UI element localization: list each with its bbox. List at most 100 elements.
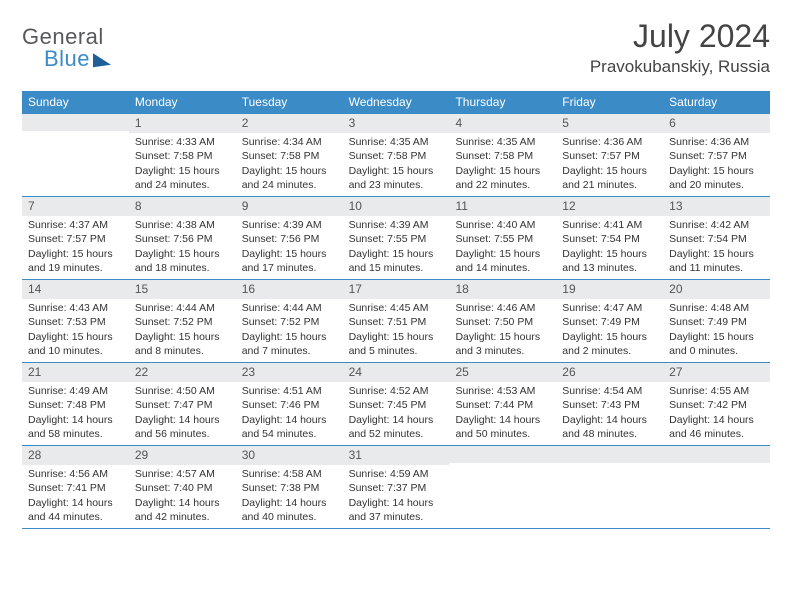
day-number: 29	[129, 446, 236, 465]
day-number	[449, 446, 556, 463]
day-body	[22, 131, 129, 191]
day-number	[556, 446, 663, 463]
weekday-wednesday: Wednesday	[343, 91, 450, 114]
day-body: Sunrise: 4:43 AMSunset: 7:53 PMDaylight:…	[22, 299, 129, 362]
daylight-text: Daylight: 15 hours and 24 minutes.	[242, 164, 337, 192]
day-body: Sunrise: 4:50 AMSunset: 7:47 PMDaylight:…	[129, 382, 236, 445]
day-cell: 23Sunrise: 4:51 AMSunset: 7:46 PMDayligh…	[236, 363, 343, 445]
sunrise-text: Sunrise: 4:46 AM	[455, 301, 550, 315]
sunset-text: Sunset: 7:47 PM	[135, 398, 230, 412]
daylight-text: Daylight: 14 hours and 50 minutes.	[455, 413, 550, 441]
day-cell: 1Sunrise: 4:33 AMSunset: 7:58 PMDaylight…	[129, 114, 236, 196]
day-body: Sunrise: 4:56 AMSunset: 7:41 PMDaylight:…	[22, 465, 129, 528]
day-cell: 3Sunrise: 4:35 AMSunset: 7:58 PMDaylight…	[343, 114, 450, 196]
sunset-text: Sunset: 7:58 PM	[242, 149, 337, 163]
day-number: 6	[663, 114, 770, 133]
sunset-text: Sunset: 7:54 PM	[562, 232, 657, 246]
day-number: 28	[22, 446, 129, 465]
day-number: 1	[129, 114, 236, 133]
day-cell: 4Sunrise: 4:35 AMSunset: 7:58 PMDaylight…	[449, 114, 556, 196]
sunrise-text: Sunrise: 4:45 AM	[349, 301, 444, 315]
daylight-text: Daylight: 14 hours and 46 minutes.	[669, 413, 764, 441]
day-cell: 15Sunrise: 4:44 AMSunset: 7:52 PMDayligh…	[129, 280, 236, 362]
sunset-text: Sunset: 7:41 PM	[28, 481, 123, 495]
day-number: 26	[556, 363, 663, 382]
daylight-text: Daylight: 15 hours and 20 minutes.	[669, 164, 764, 192]
day-number: 30	[236, 446, 343, 465]
sunset-text: Sunset: 7:49 PM	[669, 315, 764, 329]
sunset-text: Sunset: 7:54 PM	[669, 232, 764, 246]
day-number	[22, 114, 129, 131]
day-cell: 17Sunrise: 4:45 AMSunset: 7:51 PMDayligh…	[343, 280, 450, 362]
day-cell: 14Sunrise: 4:43 AMSunset: 7:53 PMDayligh…	[22, 280, 129, 362]
day-body: Sunrise: 4:39 AMSunset: 7:56 PMDaylight:…	[236, 216, 343, 279]
weeks-container: 1Sunrise: 4:33 AMSunset: 7:58 PMDaylight…	[22, 114, 770, 529]
sunset-text: Sunset: 7:40 PM	[135, 481, 230, 495]
daylight-text: Daylight: 15 hours and 2 minutes.	[562, 330, 657, 358]
day-cell	[449, 446, 556, 528]
week-row: 1Sunrise: 4:33 AMSunset: 7:58 PMDaylight…	[22, 114, 770, 197]
sunrise-text: Sunrise: 4:50 AM	[135, 384, 230, 398]
sunrise-text: Sunrise: 4:40 AM	[455, 218, 550, 232]
day-number: 10	[343, 197, 450, 216]
day-body	[449, 463, 556, 523]
sunrise-text: Sunrise: 4:44 AM	[242, 301, 337, 315]
logo: General Blue	[22, 18, 111, 70]
day-number: 27	[663, 363, 770, 382]
day-cell: 26Sunrise: 4:54 AMSunset: 7:43 PMDayligh…	[556, 363, 663, 445]
daylight-text: Daylight: 15 hours and 3 minutes.	[455, 330, 550, 358]
sunset-text: Sunset: 7:52 PM	[242, 315, 337, 329]
sunset-text: Sunset: 7:44 PM	[455, 398, 550, 412]
sunset-text: Sunset: 7:49 PM	[562, 315, 657, 329]
day-cell: 29Sunrise: 4:57 AMSunset: 7:40 PMDayligh…	[129, 446, 236, 528]
day-body: Sunrise: 4:45 AMSunset: 7:51 PMDaylight:…	[343, 299, 450, 362]
day-body: Sunrise: 4:59 AMSunset: 7:37 PMDaylight:…	[343, 465, 450, 528]
sunset-text: Sunset: 7:56 PM	[242, 232, 337, 246]
day-cell: 16Sunrise: 4:44 AMSunset: 7:52 PMDayligh…	[236, 280, 343, 362]
day-number: 23	[236, 363, 343, 382]
day-body: Sunrise: 4:52 AMSunset: 7:45 PMDaylight:…	[343, 382, 450, 445]
day-body: Sunrise: 4:54 AMSunset: 7:43 PMDaylight:…	[556, 382, 663, 445]
day-cell: 8Sunrise: 4:38 AMSunset: 7:56 PMDaylight…	[129, 197, 236, 279]
day-number: 31	[343, 446, 450, 465]
sunrise-text: Sunrise: 4:36 AM	[669, 135, 764, 149]
day-body: Sunrise: 4:58 AMSunset: 7:38 PMDaylight:…	[236, 465, 343, 528]
daylight-text: Daylight: 15 hours and 14 minutes.	[455, 247, 550, 275]
daylight-text: Daylight: 14 hours and 48 minutes.	[562, 413, 657, 441]
daylight-text: Daylight: 14 hours and 40 minutes.	[242, 496, 337, 524]
day-cell: 21Sunrise: 4:49 AMSunset: 7:48 PMDayligh…	[22, 363, 129, 445]
day-number: 18	[449, 280, 556, 299]
sunset-text: Sunset: 7:58 PM	[135, 149, 230, 163]
day-number: 14	[22, 280, 129, 299]
day-number: 13	[663, 197, 770, 216]
sunset-text: Sunset: 7:37 PM	[349, 481, 444, 495]
day-body: Sunrise: 4:48 AMSunset: 7:49 PMDaylight:…	[663, 299, 770, 362]
day-number: 3	[343, 114, 450, 133]
day-number: 20	[663, 280, 770, 299]
sunrise-text: Sunrise: 4:54 AM	[562, 384, 657, 398]
day-body: Sunrise: 4:47 AMSunset: 7:49 PMDaylight:…	[556, 299, 663, 362]
daylight-text: Daylight: 14 hours and 52 minutes.	[349, 413, 444, 441]
day-cell: 10Sunrise: 4:39 AMSunset: 7:55 PMDayligh…	[343, 197, 450, 279]
sunset-text: Sunset: 7:38 PM	[242, 481, 337, 495]
weekday-tuesday: Tuesday	[236, 91, 343, 114]
day-body: Sunrise: 4:44 AMSunset: 7:52 PMDaylight:…	[129, 299, 236, 362]
day-cell: 20Sunrise: 4:48 AMSunset: 7:49 PMDayligh…	[663, 280, 770, 362]
day-body: Sunrise: 4:33 AMSunset: 7:58 PMDaylight:…	[129, 133, 236, 196]
day-body: Sunrise: 4:35 AMSunset: 7:58 PMDaylight:…	[449, 133, 556, 196]
day-number: 4	[449, 114, 556, 133]
day-number: 15	[129, 280, 236, 299]
sunrise-text: Sunrise: 4:42 AM	[669, 218, 764, 232]
sunrise-text: Sunrise: 4:52 AM	[349, 384, 444, 398]
sunset-text: Sunset: 7:55 PM	[349, 232, 444, 246]
logo-top: General	[22, 26, 111, 48]
sunrise-text: Sunrise: 4:39 AM	[349, 218, 444, 232]
weekday-sunday: Sunday	[22, 91, 129, 114]
daylight-text: Daylight: 15 hours and 13 minutes.	[562, 247, 657, 275]
day-body: Sunrise: 4:51 AMSunset: 7:46 PMDaylight:…	[236, 382, 343, 445]
sunset-text: Sunset: 7:56 PM	[135, 232, 230, 246]
sunrise-text: Sunrise: 4:55 AM	[669, 384, 764, 398]
sunrise-text: Sunrise: 4:36 AM	[562, 135, 657, 149]
daylight-text: Daylight: 14 hours and 54 minutes.	[242, 413, 337, 441]
daylight-text: Daylight: 14 hours and 42 minutes.	[135, 496, 230, 524]
